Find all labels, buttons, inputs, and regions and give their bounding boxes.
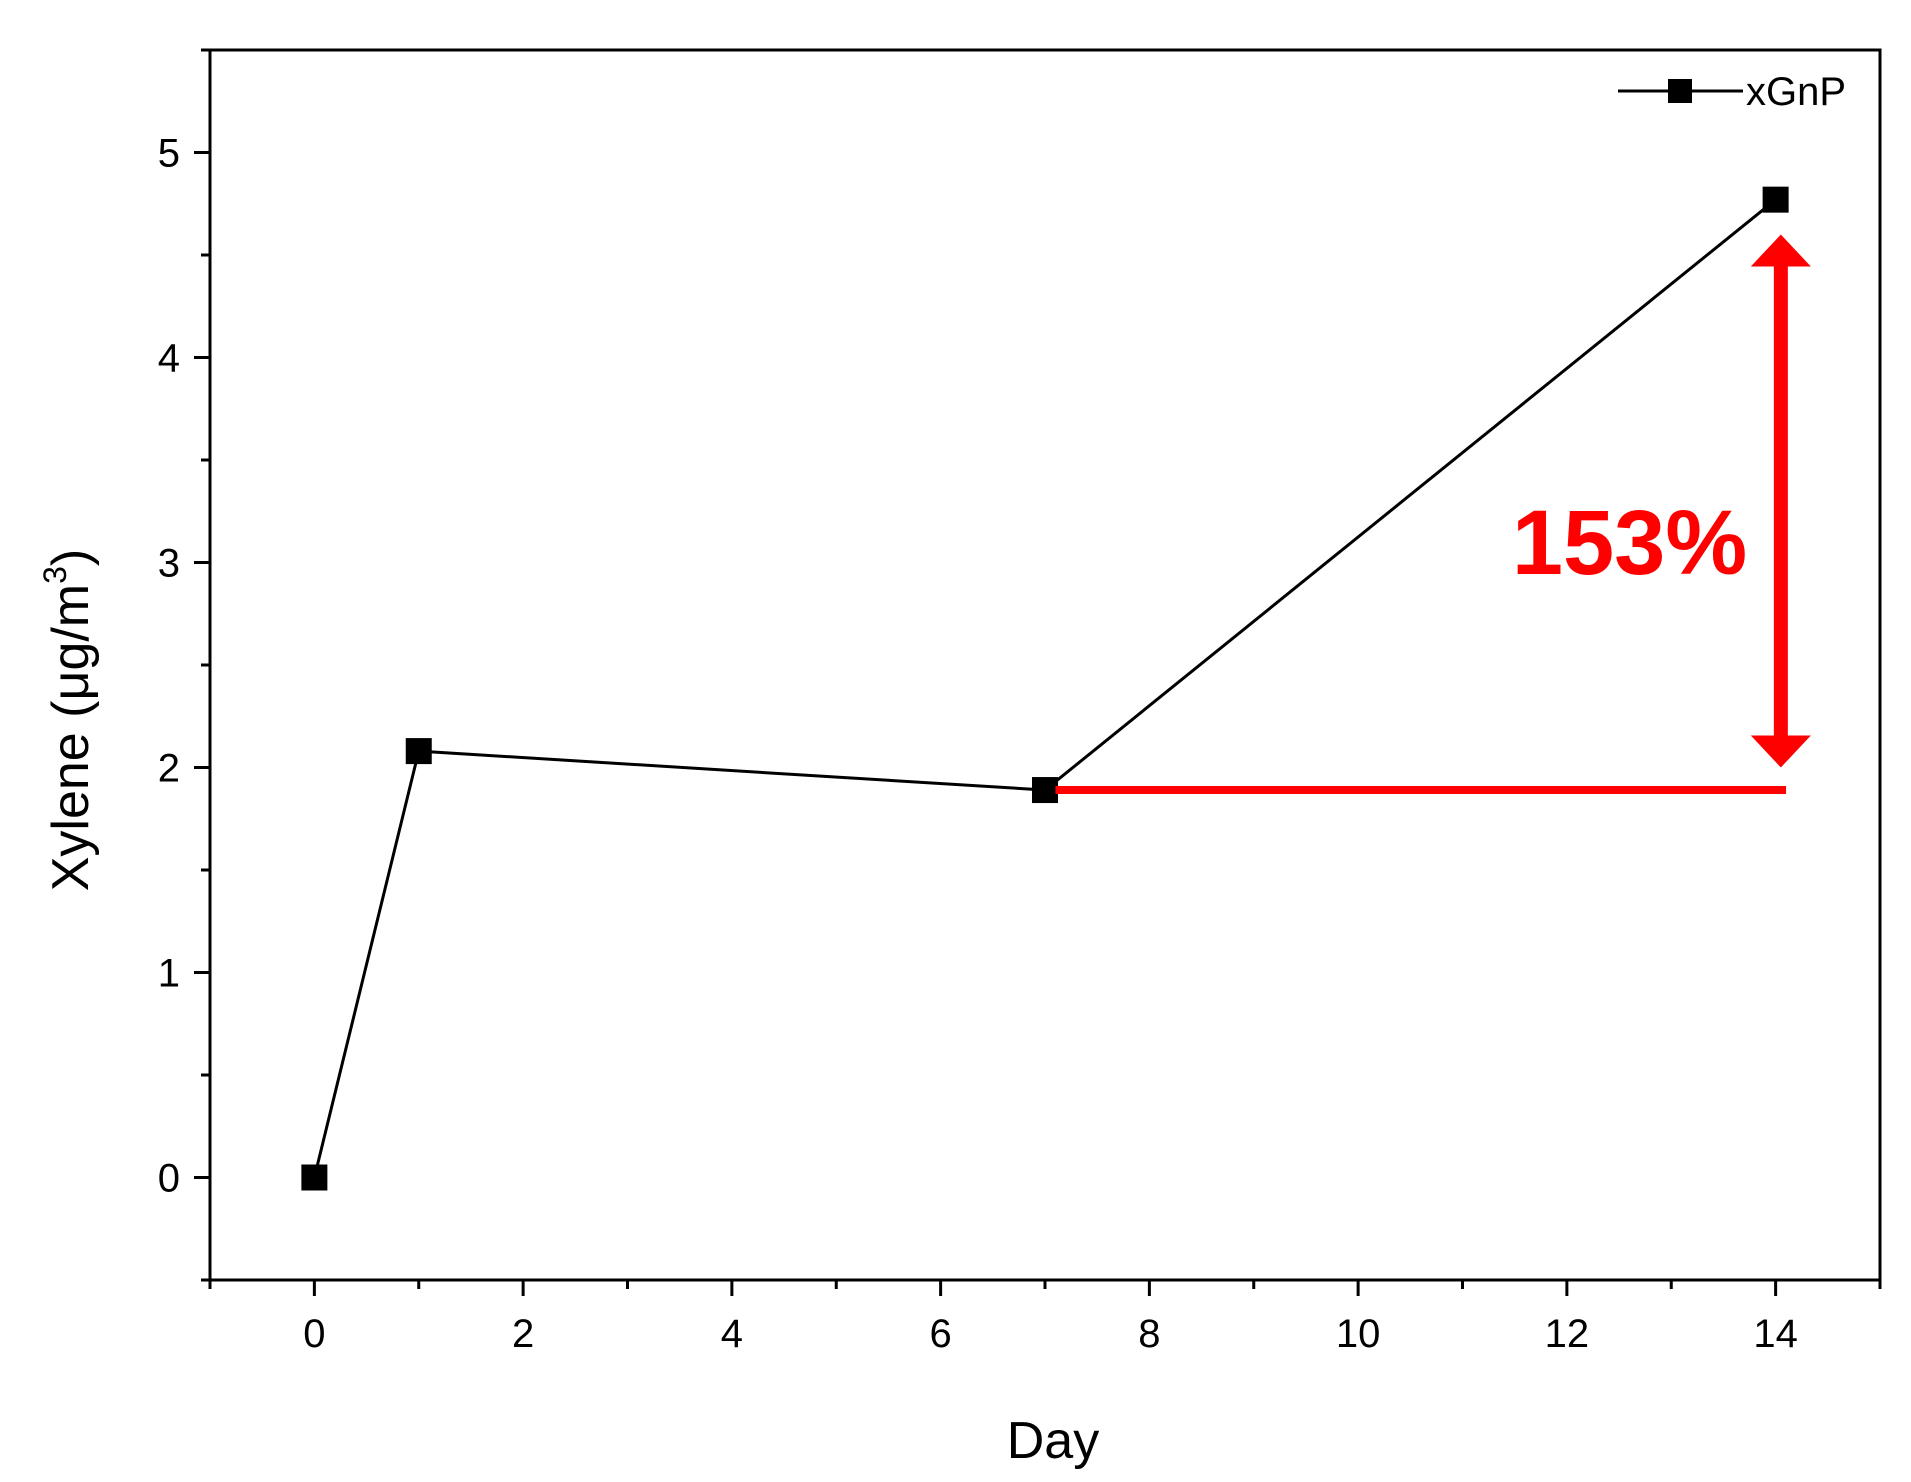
y-tick-label: 0 xyxy=(158,1157,180,1201)
annotation-arrow-head-down xyxy=(1750,735,1811,768)
y-axis-title-sup: 3 xyxy=(37,566,73,584)
data-point xyxy=(1762,186,1789,213)
data-point xyxy=(1032,777,1058,804)
y-tick-label: 3 xyxy=(158,542,180,586)
x-tick-label: 14 xyxy=(1753,1312,1798,1356)
x-tick-label: 2 xyxy=(512,1312,534,1356)
data-point xyxy=(405,738,432,765)
y-tick-label: 2 xyxy=(158,747,180,791)
y-tick-label: 5 xyxy=(158,132,180,176)
plot-border xyxy=(208,48,1882,1282)
x-axis-title: Day xyxy=(1007,1412,1099,1470)
x-tick-label: 10 xyxy=(1336,1312,1381,1356)
y-tick-label: 4 xyxy=(158,337,180,381)
legend-marker xyxy=(1668,79,1692,103)
x-tick-label: 4 xyxy=(721,1312,743,1356)
series-line xyxy=(312,198,1777,1178)
data-point xyxy=(301,1164,328,1191)
y-axis-title-close: ) xyxy=(42,549,100,566)
plot-frame xyxy=(208,48,1882,1282)
series-xgnp xyxy=(301,186,1789,1191)
annotation-label: 153% xyxy=(1512,492,1747,594)
annotation: 153% xyxy=(1055,234,1811,795)
y-axis-title-group: Xylene (μg/m3) xyxy=(37,549,100,892)
x-tick-label: 12 xyxy=(1545,1312,1590,1356)
y-axis-title-unit: μg/m xyxy=(42,584,100,701)
x-axis: 0 2 4 6 8 10 12 14 xyxy=(208,1280,1882,1356)
y-axis-title: Xylene (μg/m3) xyxy=(37,549,100,892)
y-axis: 0 1 2 3 4 5 xyxy=(158,48,210,1282)
x-tick-label: 0 xyxy=(303,1312,325,1356)
legend-label: xGnP xyxy=(1746,70,1846,114)
x-tick-label: 8 xyxy=(1138,1312,1160,1356)
annotation-arrow-head-up xyxy=(1750,234,1811,267)
x-tick-label: 6 xyxy=(930,1312,952,1356)
legend: xGnP xyxy=(1618,70,1846,114)
y-tick-label: 1 xyxy=(158,952,180,996)
y-axis-title-main: Xylene ( xyxy=(42,700,100,891)
